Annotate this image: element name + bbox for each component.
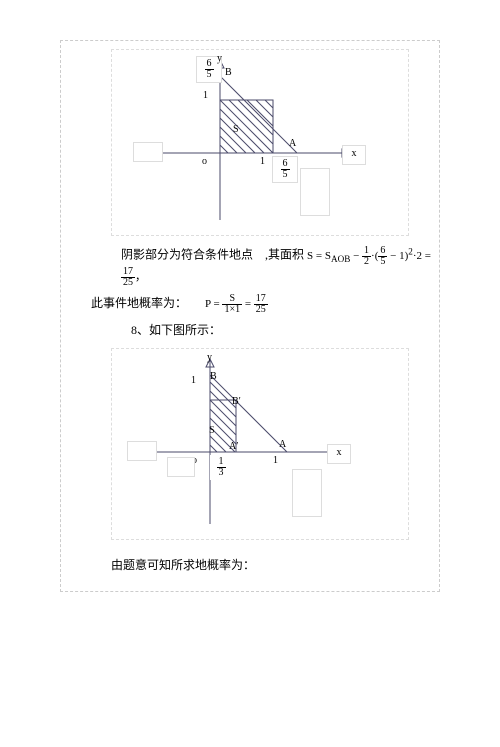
fig1-xtick: 1 [260,156,265,167]
fig1-A: A [289,138,296,149]
fig1-yfrac-den: 5 [205,70,214,80]
fig1-left-box [133,142,163,162]
fig1-B: B [225,67,232,78]
fig1-origin: o [202,156,207,167]
fig2-x-axis-label: x [337,447,342,458]
fig2-S: S [209,425,215,436]
fig2-left-box [127,441,157,461]
line2-math: P = S1×1 = 1725 [205,298,268,310]
fig2-ytick: 1 [191,375,196,386]
fig1-S: S [233,124,239,135]
fig2-xtick: 1 [273,455,278,466]
fig1-ytick: 1 [203,90,208,101]
fig1-x-axis-label: x [352,148,357,159]
fig2-left-box2 [167,457,195,477]
text-probability: 此事件地概率为： P = S1×1 = 1725 [61,294,439,315]
hatch-1 [220,100,273,153]
fig2-x-box: x [327,444,351,464]
text-item-8: 8、如下图所示： [61,321,439,340]
fig2-A: A [279,439,286,450]
line1-prefix: 阴影部分为符合条件地点 ,其面积 [121,248,304,262]
text-area-formula: 阴影部分为符合条件地点 ,其面积 S = SAOB − 12·(65 − 1)2… [61,244,439,288]
fig1-bottom-box [300,168,330,216]
fig1-x-frac-label: 65 [272,156,298,183]
fig1-y-axis-label: y [217,53,222,64]
page-frame: 65 y B 1 S A o 1 65 x 阴影部分为符合条件地点 ,其面积 S… [60,40,440,592]
fig2-bottom-box [292,469,322,517]
fig2-xfrac: 13 [210,455,232,480]
text-conclusion: 由题意可知所求地概率为： [61,556,439,575]
line2-prefix: 此事件地概率为： [91,296,187,310]
fig1-x-box: x [342,145,366,165]
fig2-y-axis-label: y [207,352,212,363]
figure-2: y B 1 B′ S A′ A o 1 13 x [111,348,409,540]
fig2-B: B [210,371,217,382]
fig1-xfrac-den: 5 [281,170,290,180]
fig2-Aprime: A′ [229,441,238,452]
fig2-xfrac-den: 3 [217,468,226,478]
figure-1: 65 y B 1 S A o 1 65 x [111,49,409,236]
fig2-Bprime: B′ [232,396,241,407]
